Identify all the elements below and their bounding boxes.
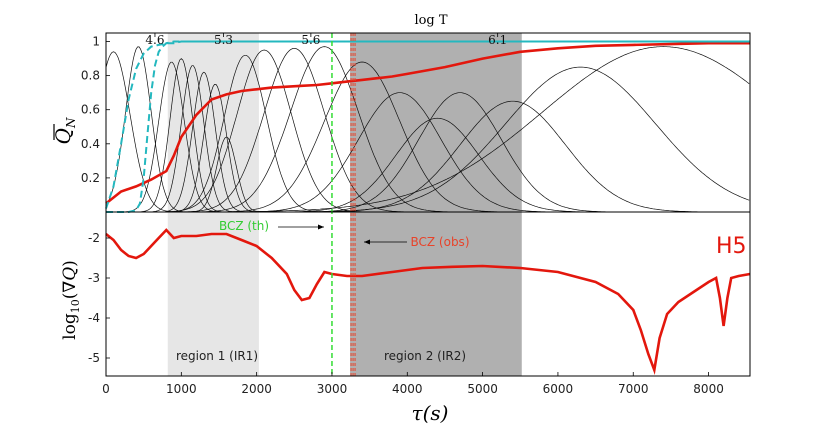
xtick-label-6000: 6000 (543, 382, 574, 396)
top-series (105, 40, 750, 213)
bcz-obs-label: BCZ (obs) (410, 235, 469, 249)
bottom-ytick-label-2: -4 (88, 311, 100, 325)
dashed-envelope-1 (105, 40, 750, 209)
tick-labels: 0 1000 2000 3000 4000 5000 6000 7000 8000 0.2 0.4 0… (81, 33, 724, 396)
svg-text:τ(s): τ(s) (412, 401, 449, 425)
bcz-lines (331, 33, 356, 376)
top-ytick-label-3: 0.8 (81, 69, 100, 83)
xtick-label-1000: 1000 (166, 382, 197, 396)
top-ytick-label-4: 1 (92, 35, 100, 49)
bottom-ytick-label-3: -5 (88, 351, 100, 365)
svg-text:log10(∇Q): log10(∇Q) (60, 260, 82, 340)
bottom-series (105, 228, 751, 376)
top-ylabel: QN (51, 117, 78, 144)
axes (105, 32, 751, 377)
region-1-label: region 1 (IR1) (176, 349, 258, 363)
bottom-ylabel: log10(∇Q) (60, 260, 82, 340)
bcz-th-arrowhead (318, 224, 324, 230)
xtick-label-7000: 7000 (618, 382, 649, 396)
bottom-ytick-label-0: -2 (88, 231, 100, 245)
xtick-label-2000: 2000 (241, 382, 272, 396)
xtick-label-5000: 5000 (467, 382, 498, 396)
xtick-label-0: 0 (102, 382, 110, 396)
gradient-line (105, 228, 751, 376)
top-axis-title: log T (414, 13, 447, 28)
bcz-th-label: BCZ (th) (219, 219, 269, 233)
xlabel: τ(s) (412, 401, 449, 425)
svg-text:QN: QN (51, 117, 78, 144)
cumulative-line (105, 41, 750, 205)
region-band-2 (350, 33, 522, 376)
panel-label-h5: H5 (716, 234, 747, 259)
top-ytick-label-1: 0.4 (81, 137, 100, 151)
bottom-ytick-label-1: -3 (88, 271, 100, 285)
xtick-label-3000: 3000 (317, 382, 348, 396)
bottom-panel-frame (105, 211, 751, 377)
dashed-envelope-2 (106, 40, 750, 213)
top-axis-tick-label-2: 5.6 (301, 33, 320, 47)
region-2-label: region 2 (IR2) (384, 349, 466, 363)
xtick-label-8000: 8000 (693, 382, 724, 396)
top-axis-tick-label-1: 5.3 (214, 33, 233, 47)
top-axis-tick-label-0: 4.6 (145, 33, 164, 47)
top-ytick-label-2: 0.6 (81, 103, 100, 117)
top-ytick-label-0: 0.2 (81, 171, 100, 185)
bcz-obs-arrowhead (364, 239, 370, 245)
top-axis-tick-label-3: 6.1 (488, 33, 507, 47)
xtick-label-4000: 4000 (392, 382, 423, 396)
